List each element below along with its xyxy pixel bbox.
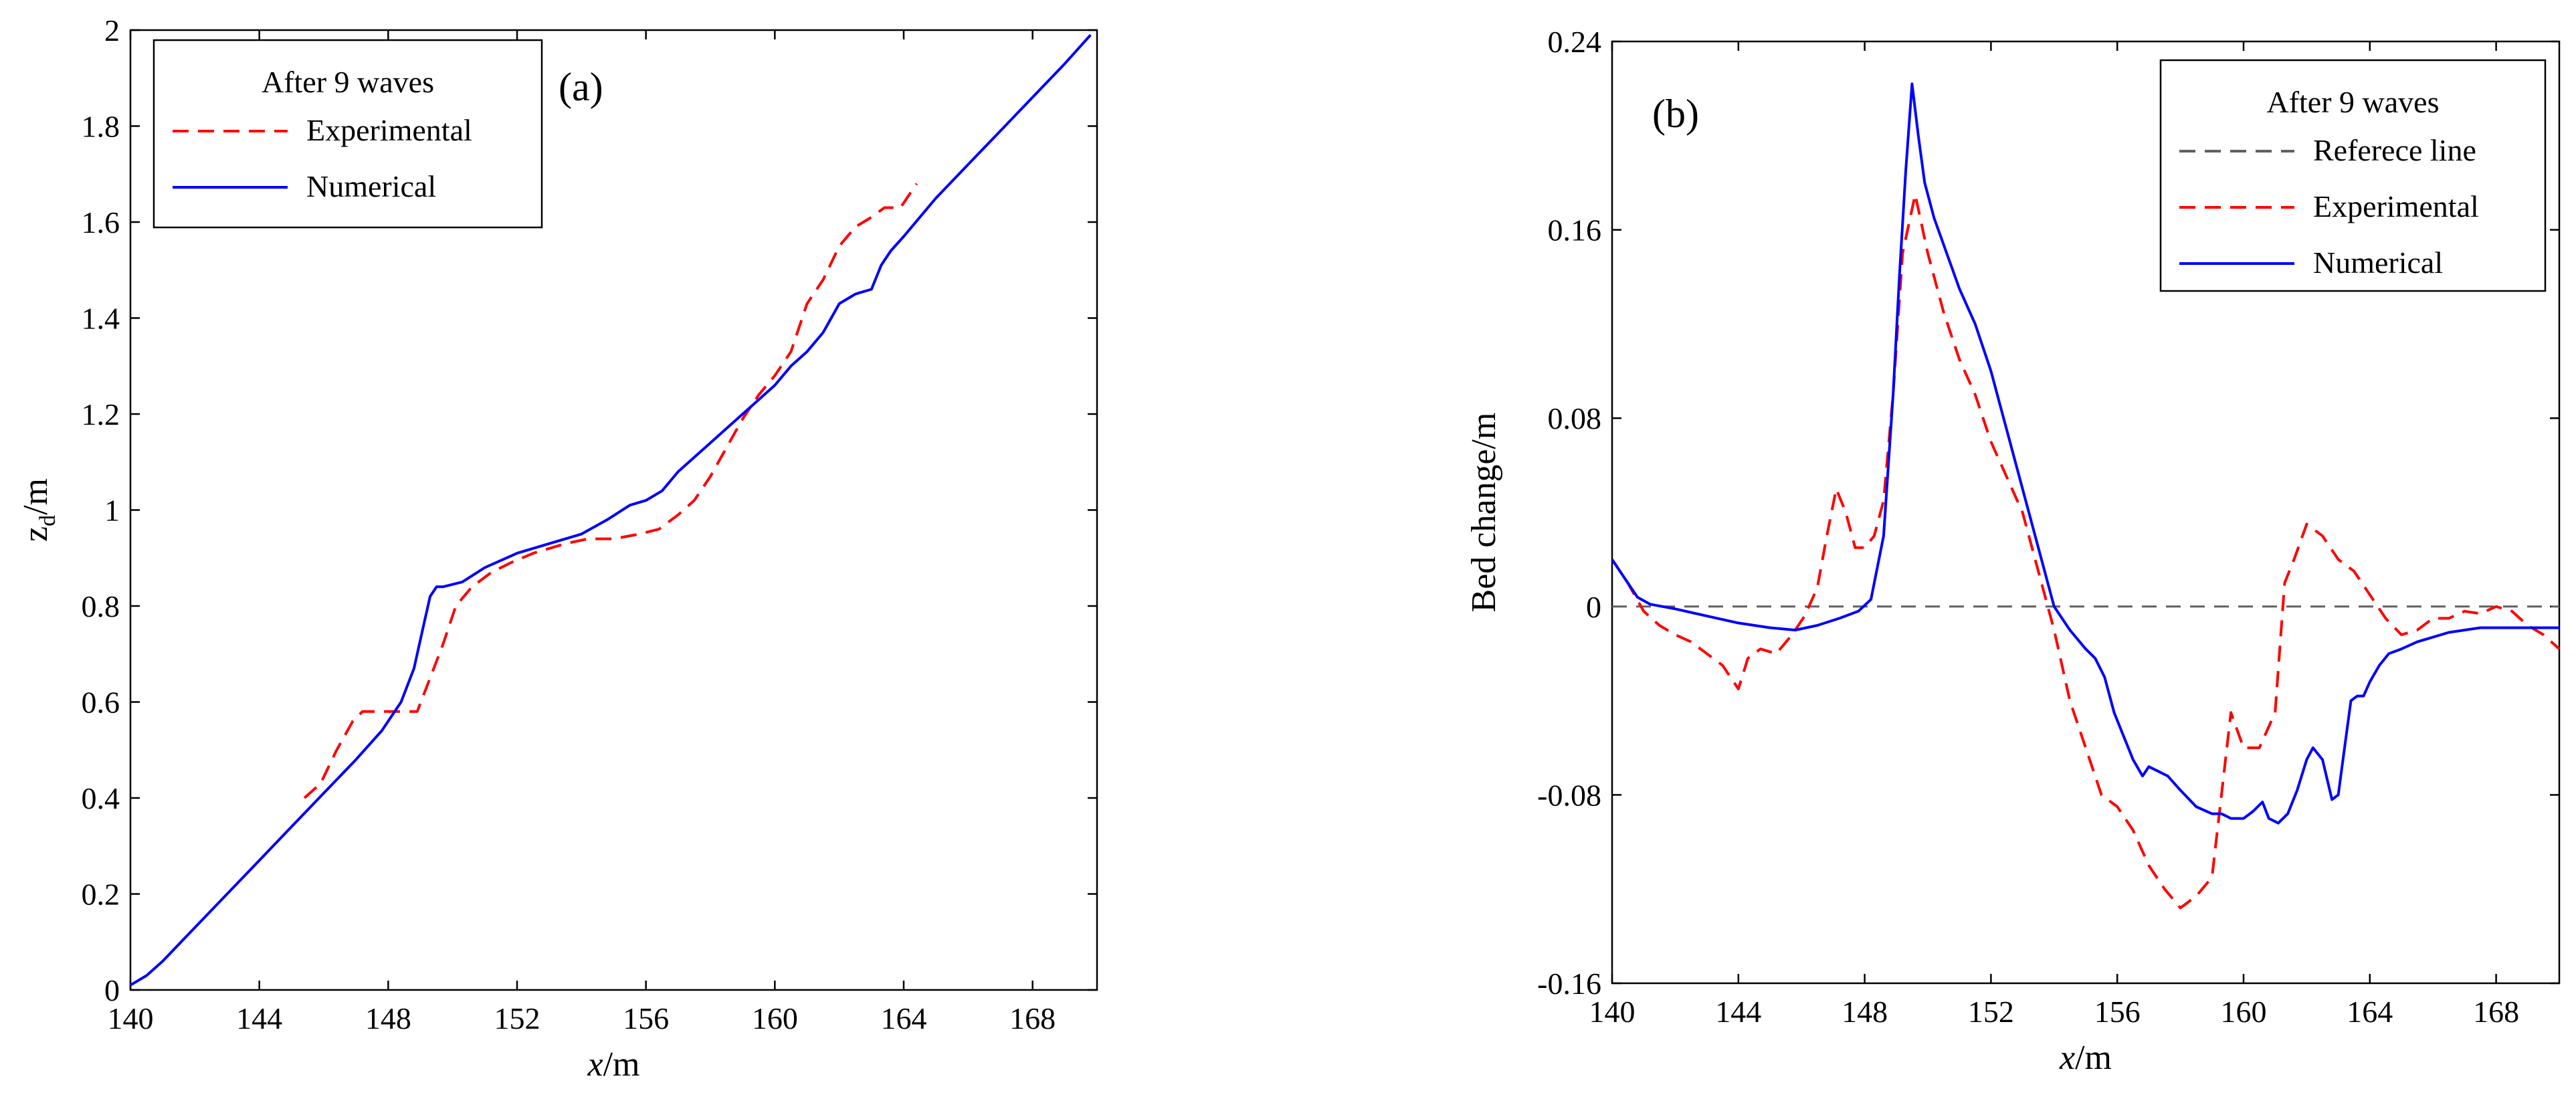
y-tick-label: 1.4 (82, 302, 120, 336)
panel-a-depth-profile: 140 144 148 152 156 160 164 168 0 0.2 0.4 0.6 0.8 1 1.… (17, 13, 1098, 1084)
y-tick-label: 0 (1586, 590, 1601, 624)
x-tick-label: 148 (1842, 995, 1888, 1029)
x-tick-label: 164 (881, 1001, 927, 1035)
y-axis-label: Bed change/m (1465, 413, 1503, 613)
legend-box (2159, 59, 2547, 292)
legend-entry: Numerical (2313, 245, 2443, 280)
x-tick-label: 160 (2221, 995, 2267, 1029)
y-tick-label: 0.4 (82, 781, 120, 815)
x-tick-label: 148 (365, 1001, 411, 1035)
legend-entry: Referece line (2313, 133, 2476, 167)
x-tick-label: 152 (494, 1001, 540, 1035)
legend-box (153, 39, 543, 229)
plot-frame (1611, 40, 2561, 985)
y-tick-label: 0.24 (1548, 25, 1602, 59)
y-axis-label: zd/m (17, 478, 60, 542)
legend-title: After 9 waves (2266, 85, 2439, 119)
legend-entry: Experimental (306, 113, 472, 147)
legend-entry: Numerical (306, 169, 436, 203)
y-tick-label: 1.6 (82, 205, 120, 239)
panel-b-bed-change: 140 144 148 152 156 160 164 168 -0.16 -0.08 0 0.08 0… (1465, 25, 2561, 1077)
x-tick-label: 144 (1715, 995, 1761, 1029)
series-line-numerical (129, 33, 1092, 987)
legend-entry: Experimental (2313, 189, 2479, 223)
x-axis-label: x/m (2059, 1039, 2112, 1077)
panel-label: (a) (559, 65, 603, 109)
y-tick-label: 0.16 (1548, 213, 1602, 247)
y-tick-label: -0.16 (1537, 967, 1601, 1001)
y-tick-label: 0.08 (1548, 401, 1602, 435)
y-tick-label: 2 (104, 13, 120, 47)
series-line-experimental (1611, 193, 2561, 910)
y-tick-label: 1.8 (82, 110, 120, 144)
x-axis-label-var: x (2059, 1039, 2075, 1077)
y-tick-label: 1 (104, 494, 120, 528)
x-tick-label: 140 (1589, 995, 1636, 1029)
x-tick-label: 160 (752, 1001, 798, 1035)
y-tick-label: 0.6 (82, 686, 120, 720)
x-tick-label: 156 (2094, 995, 2141, 1029)
y-axis-label-var: z (17, 526, 55, 542)
series-line-numerical (1611, 82, 2559, 825)
x-tick-label: 164 (2347, 995, 2393, 1029)
y-tick-label: 1.2 (82, 397, 120, 431)
x-axis-label-unit: /m (2075, 1039, 2112, 1077)
panel-label: (b) (1652, 92, 1699, 136)
y-tick-label: 0 (104, 973, 120, 1007)
x-tick-label: 152 (1968, 995, 2014, 1029)
x-tick-label: 156 (623, 1001, 669, 1035)
x-tick-label: 144 (236, 1001, 282, 1035)
x-tick-label: 168 (2473, 995, 2519, 1029)
x-axis-label: x/m (587, 1045, 640, 1084)
x-tick-label: 168 (1009, 1001, 1056, 1035)
series-line-experimental (303, 183, 918, 799)
x-axis-label-var: x (587, 1045, 603, 1084)
x-axis-label-unit: /m (603, 1045, 640, 1084)
y-tick-label: 0.2 (82, 878, 120, 912)
y-tick-label: 0.8 (82, 589, 120, 623)
x-tick-label: 140 (108, 1001, 154, 1035)
legend-title: After 9 waves (262, 65, 434, 99)
y-axis-label-sub: d (35, 515, 60, 526)
y-axis-label-unit: /m (17, 478, 55, 515)
y-tick-label: -0.08 (1537, 778, 1601, 812)
